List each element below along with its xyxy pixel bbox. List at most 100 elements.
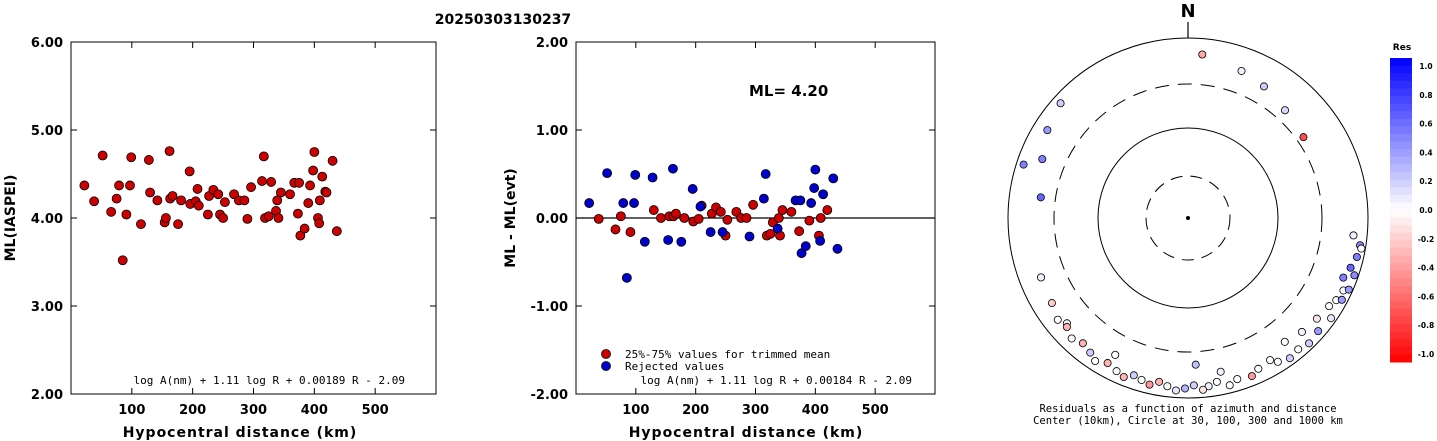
data-point: [246, 182, 256, 193]
data-point: [795, 195, 806, 206]
x-tick-label: 300: [240, 403, 267, 418]
colorbar-cell: [1390, 324, 1412, 333]
data-point: [621, 272, 632, 283]
data-point: [656, 213, 666, 223]
colorbar-cell: [1390, 126, 1412, 135]
colorbar-cell: [1390, 134, 1412, 143]
colorbar-tick-label: 0.2: [1419, 177, 1432, 186]
data-point: [164, 146, 175, 157]
data-point: [744, 231, 755, 242]
x-tick-label: 300: [742, 403, 769, 418]
y-tick-label: -1.00: [531, 300, 568, 315]
data-points: [584, 163, 843, 283]
data-point: [693, 213, 704, 224]
x-tick-label: 500: [362, 403, 389, 418]
colorbar-tick-label: -0.2: [1418, 235, 1434, 244]
residual-point: [1233, 375, 1242, 384]
data-point: [314, 218, 325, 229]
data-point: [676, 236, 687, 247]
data-point: [273, 213, 284, 223]
y-tick-label: 2.00: [536, 36, 568, 51]
residual-point: [1237, 66, 1246, 75]
residual-point: [1056, 99, 1065, 108]
colorbar-tick-label: 0.6: [1419, 120, 1432, 129]
residual-point: [1299, 133, 1308, 142]
legend-marker-trimmed: [601, 349, 611, 359]
x-tick-label: 500: [862, 403, 889, 418]
residual-points: [1019, 50, 1366, 395]
data-point: [294, 177, 305, 188]
data-point: [295, 230, 306, 241]
data-point: [275, 187, 286, 198]
x-axis-ticks: 100 200 300 400 500: [118, 42, 389, 418]
residual-point: [1349, 231, 1358, 240]
residual-point: [1171, 386, 1180, 395]
data-point: [794, 226, 805, 237]
x-tick-label: 100: [622, 403, 649, 418]
data-point: [272, 195, 283, 206]
center-dot: [1186, 216, 1190, 220]
data-point: [202, 209, 213, 220]
ml-distance-chart: 2.00 3.00 4.00 5.00 6.00 100 200 300 400 500 log…: [3, 36, 437, 441]
legend-label-trimmed: 25%-75% values for trimmed mean: [625, 348, 830, 361]
residual-point: [1280, 337, 1289, 346]
formula-label: log A(nm) + 1.11 log R + 0.00184 R - 2.0…: [640, 374, 912, 387]
data-point: [648, 205, 659, 215]
colorbar-tick-label: 0.4: [1419, 148, 1432, 157]
y-tick-label: 4.00: [31, 212, 63, 227]
residual-colorbar: Res 1.0 0.8 0.6 0.4 0.2 0.0 -0.2 -0.4 -0.6 -0.8 -1…: [1390, 43, 1434, 363]
ring-30km: [1145, 175, 1231, 261]
residual-point: [1352, 252, 1361, 261]
residual-point: [1198, 50, 1207, 59]
residual-point: [1350, 271, 1359, 280]
colorbar-cell: [1390, 263, 1412, 272]
residual-point: [1067, 334, 1076, 343]
data-point: [629, 198, 639, 208]
colorbar-cell: [1390, 301, 1412, 310]
residual-point: [1111, 350, 1120, 359]
data-point: [679, 213, 690, 223]
residual-point: [1047, 299, 1056, 308]
residual-point: [1216, 367, 1225, 376]
legend: 25%-75% values for trimmed mean Rejected…: [601, 348, 830, 373]
data-point: [152, 195, 163, 206]
data-point: [193, 200, 204, 211]
data-point: [758, 193, 769, 204]
residual-point: [1155, 377, 1164, 386]
ring-1000km: [1007, 37, 1369, 399]
data-point: [663, 235, 674, 245]
residual-point: [1036, 193, 1045, 202]
residual-point: [1314, 327, 1323, 336]
azimuth-residual-polar-chart: N Residuals as a function of azimuth and…: [1007, 1, 1369, 427]
data-point: [748, 199, 759, 210]
residual-point: [1103, 359, 1112, 368]
colorbar-tick-label: -1.0: [1418, 350, 1434, 359]
y-tick-label: 3.00: [31, 300, 63, 315]
residual-point: [1191, 360, 1200, 369]
ml-annotation: ML= 4.20: [749, 82, 828, 100]
data-point: [173, 219, 183, 230]
data-point: [687, 184, 698, 194]
colorbar-cell: [1390, 80, 1412, 89]
residual-point: [1019, 160, 1028, 169]
data-point: [184, 166, 195, 177]
residual-point: [1281, 106, 1290, 115]
data-point: [239, 195, 250, 206]
data-point: [815, 235, 826, 246]
data-point: [114, 180, 124, 191]
data-point: [741, 213, 752, 223]
colorbar-cell: [1390, 179, 1412, 188]
residual-point: [1357, 244, 1366, 253]
data-point: [815, 213, 826, 223]
y-axis-ticks: -2.00 -1.00 0.00 1.00 2.00: [531, 36, 935, 403]
colorbar-tick-label: 0.8: [1419, 91, 1432, 100]
ring-300km: [1053, 83, 1323, 353]
data-point: [671, 208, 681, 219]
residual-point: [1189, 381, 1198, 390]
residual-point: [1266, 356, 1275, 365]
data-point: [213, 189, 224, 200]
residual-point: [1078, 339, 1087, 348]
residual-point: [1062, 323, 1071, 332]
data-point: [639, 236, 650, 247]
